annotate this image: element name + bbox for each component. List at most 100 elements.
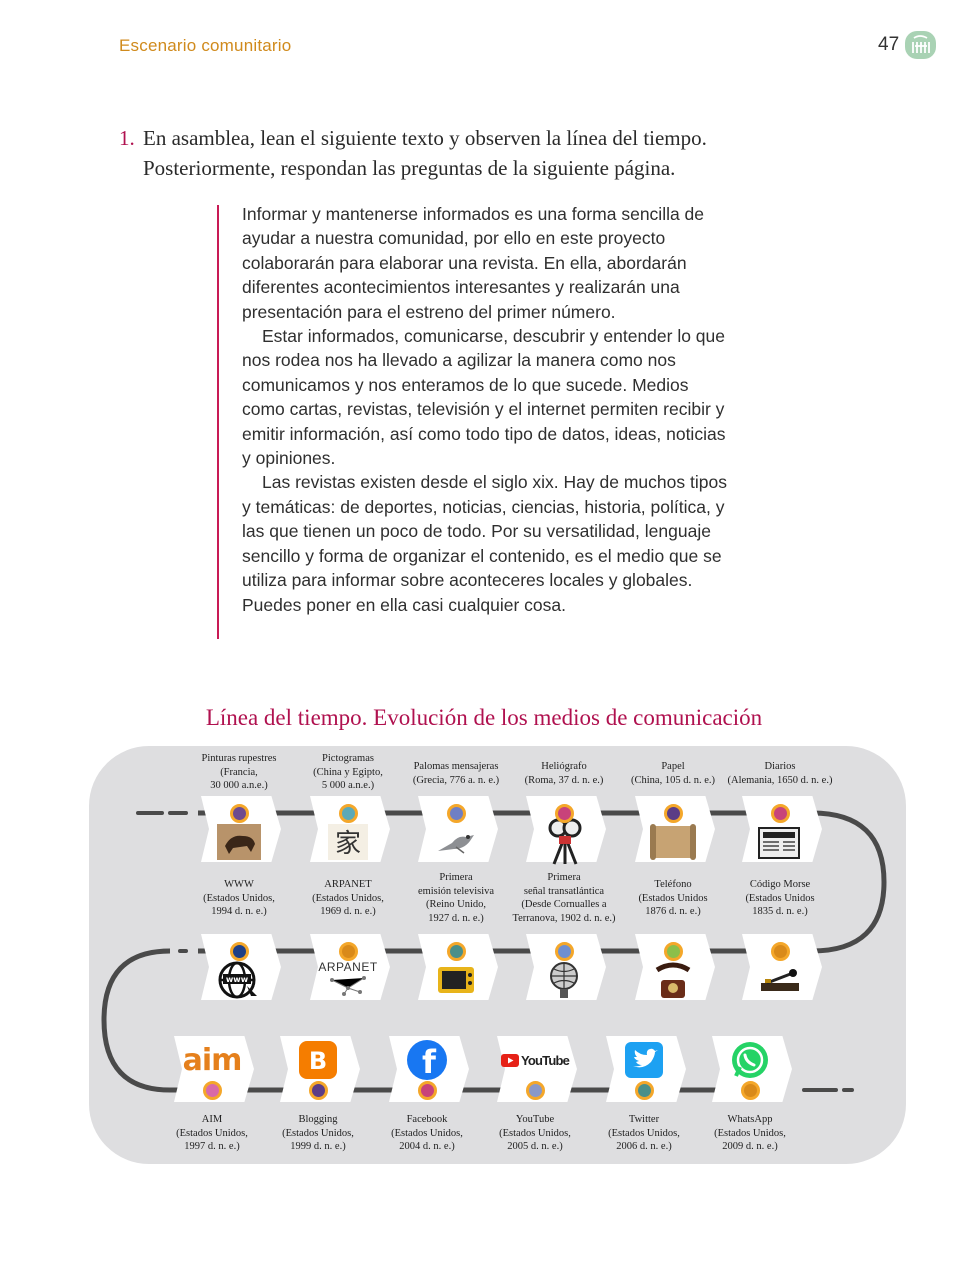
timeline-label-heliógrafo: Heliógrafo (Roma, 37 d. n. e.) <box>502 760 626 787</box>
timeline-label-twitter-line-1: Twitter <box>628 1114 660 1125</box>
timeline-label-aim: AIM (Estados Unidos, 1997 d. n. e.) <box>150 1113 274 1154</box>
timeline-label-pinturas-rupestres: Pinturas rupestres (Francia, 30 000 a.n.e.… <box>177 752 301 793</box>
timeline-label-diarios-line-2: (Alemania, 1650 d. n. e.) <box>727 774 833 786</box>
timeline-label-aim-line-1: AIM <box>201 1114 223 1125</box>
timeline-label-0-line-3: 1994 d. n. e.) <box>211 906 267 917</box>
timeline-dot <box>446 941 466 961</box>
scroll-icon <box>648 818 698 866</box>
timeline-label-papel: Papel (China, 105 d. n. e.) <box>611 760 735 787</box>
timeline-label-2-line-1: Primera <box>439 872 473 883</box>
reading-paragraph-1: Informar y mantenerse informados es una … <box>242 204 705 322</box>
timeline-dot <box>740 1080 760 1100</box>
timeline-label-2-line-4: 1927 d. n. e.) <box>428 912 484 924</box>
timeline-label-heliógrafo-line-2: (Roma, 37 d. n. e.) <box>524 774 604 786</box>
aim-icon: aim <box>182 1038 243 1082</box>
timeline-dot <box>338 803 358 823</box>
timeline-label-3-line-2: señal transatlántica <box>523 885 605 897</box>
timeline-label-2-line-3: (Reino Unido, <box>425 899 487 910</box>
cave-painting-icon <box>214 818 264 866</box>
timeline-label-twitter-line-2: (Estados Unidos, <box>608 1127 680 1139</box>
timeline-label-5-line-2: (Estados Unidos <box>745 892 815 904</box>
svg-text:B: B <box>309 1047 327 1075</box>
whatsapp-icon <box>722 1038 778 1082</box>
timeline-label-facebook-line-2: (Estados Unidos, <box>391 1127 463 1139</box>
timeline-label-3: Primera señal transatlántica (Desde Cornua… <box>502 871 626 925</box>
timeline-label-0: WWW (Estados Unidos, 1994 d. n. e.) <box>177 878 301 919</box>
timeline-label-1-line-1: ARPANET <box>324 879 372 890</box>
timeline-label-whatsapp-line-3: 2009 d. n. e.) <box>722 1141 778 1152</box>
television-icon <box>431 956 481 1004</box>
timeline-label-4: Teléfono (Estados Unidos 1876 d. n. e.) <box>611 878 735 919</box>
reading-text: Informar y mantenerse informados es una … <box>242 202 732 617</box>
timeline-title: Línea del tiempo. Evolución de los medio… <box>205 705 763 730</box>
timeline-label-4-line-1: Teléfono <box>654 879 692 890</box>
quote-bar <box>217 205 219 639</box>
timeline-dot <box>308 1080 328 1100</box>
pigeon-icon <box>431 818 481 866</box>
timeline-label-blogging-line-3: 1999 d. n. e.) <box>290 1141 346 1152</box>
newspaper-icon <box>755 818 805 866</box>
svg-text:www: www <box>226 975 249 984</box>
timeline-label-heliógrafo-line-1: Heliógrafo <box>541 761 587 772</box>
timeline-dot <box>446 803 466 823</box>
page-number: 47 <box>878 34 900 55</box>
timeline-label-0-line-1: WWW <box>224 879 254 890</box>
timeline-label-aim-line-2: (Estados Unidos, <box>176 1127 248 1139</box>
timeline-dot <box>525 1080 545 1100</box>
timeline-label-1-line-2: (Estados Unidos, <box>312 892 384 904</box>
timeline-label-3-line-3: (Desde Cornualles a <box>521 899 607 910</box>
reading-paragraph-2: Estar informados, comunicarse, descubrir… <box>242 326 726 469</box>
timeline-label-5-line-3: 1835 d. n. e.) <box>752 906 808 917</box>
reading-paragraph-3: Las revistas existen desde el siglo xix.… <box>242 472 727 615</box>
svg-text:家: 家 <box>335 829 361 859</box>
arpanet-icon: ARPANET <box>318 956 377 1004</box>
timeline-dot <box>663 803 683 823</box>
arpanet-logo-text: ARPANET <box>318 959 378 974</box>
timeline-label-youtube-line-2: (Estados Unidos, <box>499 1127 571 1139</box>
youtube-icon: YouTube <box>500 1038 570 1082</box>
timeline-label-4-line-2: (Estados Unidos <box>638 892 708 904</box>
timeline-label-whatsapp-line-2: (Estados Unidos, <box>714 1127 786 1139</box>
timeline-label-whatsapp-line-1: WhatsApp <box>727 1114 773 1125</box>
timeline-label-1-line-3: 1969 d. n. e.) <box>320 906 376 917</box>
timeline-label-pinturas-rupestres-line-2: (Francia, <box>220 766 258 778</box>
timeline-label-facebook-line-3: 2004 d. n. e.) <box>399 1141 455 1152</box>
timeline-label-papel-line-1: Papel <box>661 761 685 772</box>
timeline-label-5-line-1: Código Morse <box>749 879 811 890</box>
timeline-label-pictogramas-line-1: Pictogramas <box>322 753 374 764</box>
aim-logo-text: aim <box>182 1042 243 1078</box>
svg-text:f: f <box>422 1043 437 1081</box>
timeline-label-3-line-4: Terranova, 1902 d. n. e.) <box>512 912 616 924</box>
timeline-dot <box>554 941 574 961</box>
timeline-label-aim-line-3: 1997 d. n. e.) <box>184 1141 240 1152</box>
timeline-label-2: Primera emisión televisiva (Reino Unido, 19… <box>394 871 518 925</box>
facebook-icon: f <box>399 1038 455 1082</box>
timeline-dot <box>634 1080 654 1100</box>
timeline-label-palomas-mensajeras: Palomas mensajeras (Grecia, 776 a. n. e.) <box>394 760 518 787</box>
blogger-icon: B <box>290 1038 346 1082</box>
timeline-label-3-line-1: Primera <box>547 872 581 883</box>
timeline-label-papel-line-2: (China, 105 d. n. e.) <box>631 774 715 786</box>
timeline-label-diarios-line-1: Diarios <box>764 761 796 772</box>
book-logo-icon <box>905 31 936 59</box>
pictogram-icon: 家 <box>323 818 373 866</box>
heliograph-icon <box>539 818 589 866</box>
www-icon: www <box>214 956 264 1004</box>
timeline-label-2-line-2: emisión televisiva <box>417 885 495 897</box>
telephone-icon <box>648 956 698 1004</box>
timeline-dot <box>202 1080 222 1100</box>
timeline-dot <box>229 803 249 823</box>
timeline-label-twitter-line-3: 2006 d. n. e.) <box>616 1141 672 1152</box>
timeline-label-4-line-3: 1876 d. n. e.) <box>645 906 701 917</box>
timeline-label-facebook: Facebook (Estados Unidos, 2004 d. n. e.) <box>365 1113 489 1154</box>
timeline-label-pinturas-rupestres-line-3: 30 000 a.n.e.) <box>210 780 268 791</box>
youtube-logo-text: YouTube <box>520 1052 570 1068</box>
timeline-dot <box>554 803 574 823</box>
timeline-label-blogging-line-1: Blogging <box>298 1114 338 1125</box>
timeline-label-blogging-line-2: (Estados Unidos, <box>282 1127 354 1139</box>
instruction-number: 1. <box>119 126 135 150</box>
timeline-dot <box>770 803 790 823</box>
timeline-label-youtube: YouTube (Estados Unidos, 2005 d. n. e.) <box>473 1113 597 1154</box>
timeline-label-pinturas-rupestres-line-1: Pinturas rupestres <box>201 753 277 764</box>
